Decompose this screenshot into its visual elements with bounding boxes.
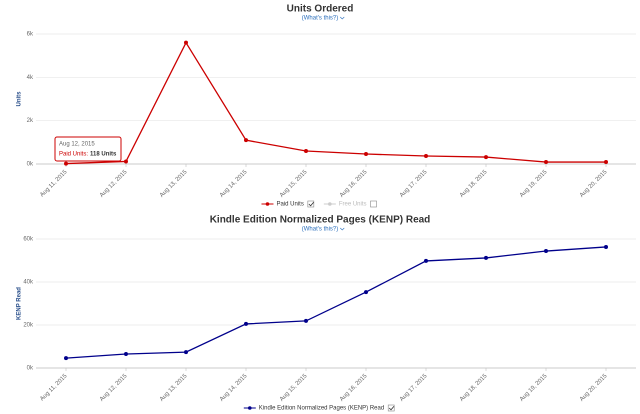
y-tick-label: 4k [27,75,34,81]
whats-this-link[interactable]: (What's this?) [302,227,339,233]
x-tick-label: Aug 16, 2015 [339,373,369,403]
data-point [124,352,128,357]
x-tick-label: Aug 15, 2015 [279,169,309,199]
series-line [65,41,606,165]
tooltip-value: 118 Units [90,152,117,158]
data-point [544,160,548,165]
data-point [184,40,188,45]
chart-title: Kindle Edition Normalized Pages (KENP) R… [210,215,431,226]
data-point [244,321,248,326]
tooltip-date: Aug 12, 2015 [59,142,95,148]
y-tick-label: 2k [27,118,34,124]
y-tick-label: 6k [27,32,34,38]
x-tick-label: Aug 12, 2015 [99,373,129,403]
x-tick-label: Aug 20, 2015 [579,373,609,403]
y-axis-label: KENP Read [17,287,23,320]
legend-dot [247,406,252,410]
data-point [364,290,368,295]
legend-checkbox[interactable] [370,200,377,208]
legend-label: Kindle Edition Normalized Pages (KENP) R… [259,406,384,412]
y-axis-label: Units [17,91,23,107]
series-line [65,246,607,359]
legend-item[interactable]: Kindle Edition Normalized Pages (KENP) R… [243,404,395,412]
x-tick-label: Aug 17, 2015 [399,373,429,403]
legend-item[interactable]: Paid Units [261,200,315,208]
legend-checkbox[interactable] [307,200,315,208]
checkmark [388,405,395,411]
data-point [244,138,248,143]
x-tick-label: Aug 11, 2015 [39,373,69,403]
data-point [124,159,128,164]
x-tick-label: Aug 15, 2015 [279,373,309,403]
x-tick-label: Aug 17, 2015 [399,169,429,199]
legend-dot [328,202,332,206]
whats-this-link[interactable]: (What's this?) [302,16,339,22]
data-point [184,350,188,355]
x-tick-label: Aug 16, 2015 [339,169,369,199]
data-point [304,149,308,153]
chevron [340,227,345,231]
legend-label: Free Units [339,202,367,208]
data-point [304,318,308,323]
data-point [64,356,68,361]
x-tick-label: Aug 14, 2015 [219,373,249,403]
data-point [604,160,608,165]
x-tick-label: Aug 12, 2015 [99,169,129,199]
x-tick-label: Aug 20, 2015 [579,169,609,199]
legend-item[interactable]: Free Units [323,200,377,208]
x-tick-label: Aug 13, 2015 [159,169,189,199]
legend-dot [265,202,270,206]
data-point [364,152,368,157]
legend-checkbox[interactable] [387,404,395,412]
tooltip-box [54,136,122,162]
data-point [484,155,488,160]
chevron [340,16,345,20]
y-tick-label: 20k [23,323,34,329]
x-tick-label: Aug 19, 2015 [519,169,549,199]
y-tick-label: 60k [23,237,34,243]
x-tick-label: Aug 18, 2015 [459,169,489,199]
x-tick-label: Aug 13, 2015 [159,373,189,403]
chart-title: Units Ordered [287,4,354,15]
y-tick-label: 40k [23,280,34,286]
y-tick-label: 0k [27,366,34,372]
data-point [544,249,548,254]
x-tick-label: Aug 14, 2015 [219,169,249,199]
x-tick-label: Aug 18, 2015 [459,373,489,403]
data-point [424,258,428,263]
data-point [64,161,68,166]
data-point [484,255,488,260]
x-tick-label: Aug 19, 2015 [519,373,549,403]
tooltip-label: Paid Units: [59,152,88,158]
y-tick-label: 0k [27,162,34,168]
checkmark [308,201,314,207]
data-point [424,153,428,158]
data-point [604,244,608,249]
tooltip: Aug 12, 2015 Paid Units: 118 Units [54,136,122,162]
legend-label: Paid Units [276,202,303,208]
x-tick-label: Aug 11, 2015 [39,169,69,199]
